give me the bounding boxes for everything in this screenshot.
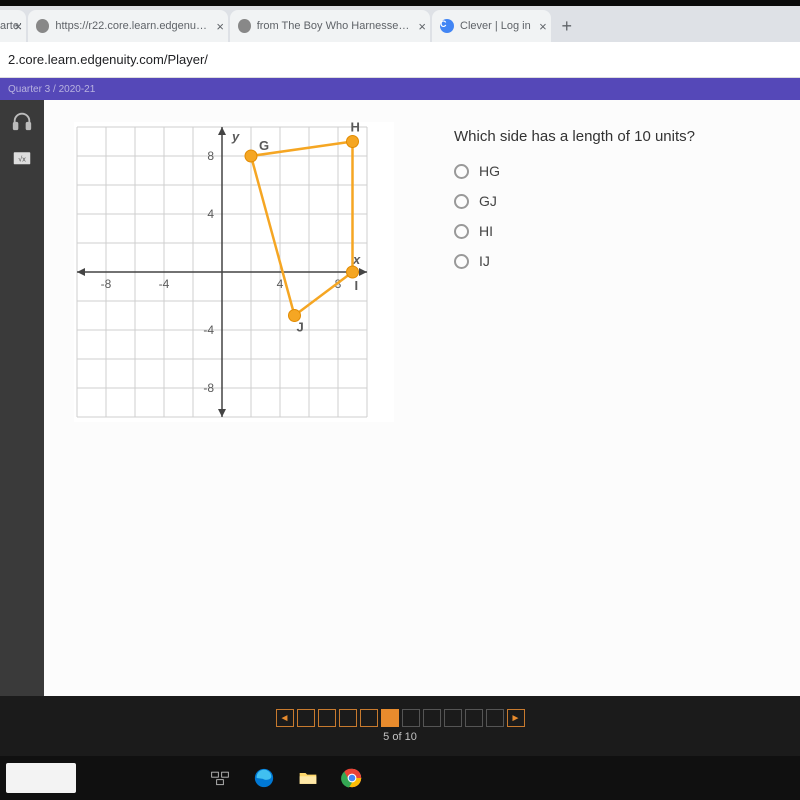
svg-text:-4: -4 <box>203 323 214 337</box>
svg-text:4: 4 <box>207 207 214 221</box>
answer-option[interactable]: GJ <box>454 193 770 209</box>
close-icon[interactable]: × <box>418 19 426 34</box>
svg-text:I: I <box>355 278 359 293</box>
tab-label: from The Boy Who Harnessed th... <box>257 20 410 32</box>
file-explorer-icon[interactable] <box>292 762 324 794</box>
svg-text:4: 4 <box>277 277 284 291</box>
progress-box[interactable] <box>423 709 441 727</box>
progress-box[interactable] <box>297 709 315 727</box>
next-arrow-icon[interactable]: ► <box>507 709 525 727</box>
browser-tab[interactable]: from The Boy Who Harnessed th... × <box>230 10 430 42</box>
os-taskbar <box>0 756 800 800</box>
chrome-icon[interactable] <box>336 762 368 794</box>
browser-tab-bar: arte:×https://r22.core.learn.edgenuity..… <box>0 6 800 42</box>
tab-label: https://r22.core.learn.edgenuity... <box>55 20 208 32</box>
option-label: IJ <box>479 253 490 269</box>
tab-label: Clever | Log in <box>460 20 531 32</box>
svg-text:J: J <box>297 320 304 335</box>
svg-text:√x: √x <box>18 154 26 163</box>
svg-text:8: 8 <box>207 149 214 163</box>
svg-text:-8: -8 <box>203 381 214 395</box>
svg-text:y: y <box>231 129 240 144</box>
progress-box[interactable] <box>381 709 399 727</box>
progress-box[interactable] <box>318 709 336 727</box>
globe-icon <box>238 19 251 33</box>
svg-text:-8: -8 <box>101 277 112 291</box>
taskbar-search[interactable] <box>6 763 76 793</box>
progress-box[interactable] <box>360 709 378 727</box>
url-bar[interactable]: 2.core.learn.edgenuity.com/Player/ <box>0 42 800 78</box>
svg-text:-4: -4 <box>159 277 170 291</box>
radio-icon <box>454 164 469 179</box>
browser-tab[interactable]: C Clever | Log in × <box>432 10 551 42</box>
prev-arrow-icon[interactable]: ◄ <box>276 709 294 727</box>
close-icon[interactable]: × <box>539 19 547 34</box>
question-prompt: Which side has a length of 10 units? <box>454 128 770 145</box>
svg-text:H: H <box>351 122 360 135</box>
answer-option[interactable]: IJ <box>454 253 770 269</box>
progress-box[interactable] <box>486 709 504 727</box>
radio-icon <box>454 224 469 239</box>
edge-icon[interactable] <box>248 762 280 794</box>
option-label: HI <box>479 223 493 239</box>
clever-icon: C <box>440 19 454 33</box>
progress-label: 5 of 10 <box>383 731 417 743</box>
progress-strip: ◄ ► 5 of 10 <box>0 696 800 756</box>
progress-box[interactable] <box>402 709 420 727</box>
course-banner: Quarter 3 / 2020-21 <box>0 78 800 100</box>
browser-tab[interactable]: arte:× <box>0 10 26 42</box>
new-tab-button[interactable]: + <box>553 12 581 40</box>
coordinate-chart: -8-448-8-448yxGHIJ <box>74 122 394 422</box>
formula-icon[interactable]: √x <box>9 146 35 172</box>
tool-rail: √x <box>0 100 44 800</box>
progress-box[interactable] <box>444 709 462 727</box>
globe-icon <box>36 19 49 33</box>
radio-icon <box>454 254 469 269</box>
svg-text:G: G <box>259 138 269 153</box>
progress-box[interactable] <box>465 709 483 727</box>
banner-text: Quarter 3 / 2020-21 <box>8 84 95 95</box>
progress-box[interactable] <box>339 709 357 727</box>
close-icon[interactable]: × <box>14 19 22 34</box>
browser-tab[interactable]: https://r22.core.learn.edgenuity... × <box>28 10 228 42</box>
radio-icon <box>454 194 469 209</box>
task-view-icon[interactable] <box>204 762 236 794</box>
url-text: 2.core.learn.edgenuity.com/Player/ <box>8 52 208 67</box>
headphones-icon[interactable] <box>9 108 35 134</box>
option-label: HG <box>479 163 500 179</box>
option-label: GJ <box>479 193 497 209</box>
answer-option[interactable]: HG <box>454 163 770 179</box>
close-icon[interactable]: × <box>216 19 224 34</box>
answer-option[interactable]: HI <box>454 223 770 239</box>
